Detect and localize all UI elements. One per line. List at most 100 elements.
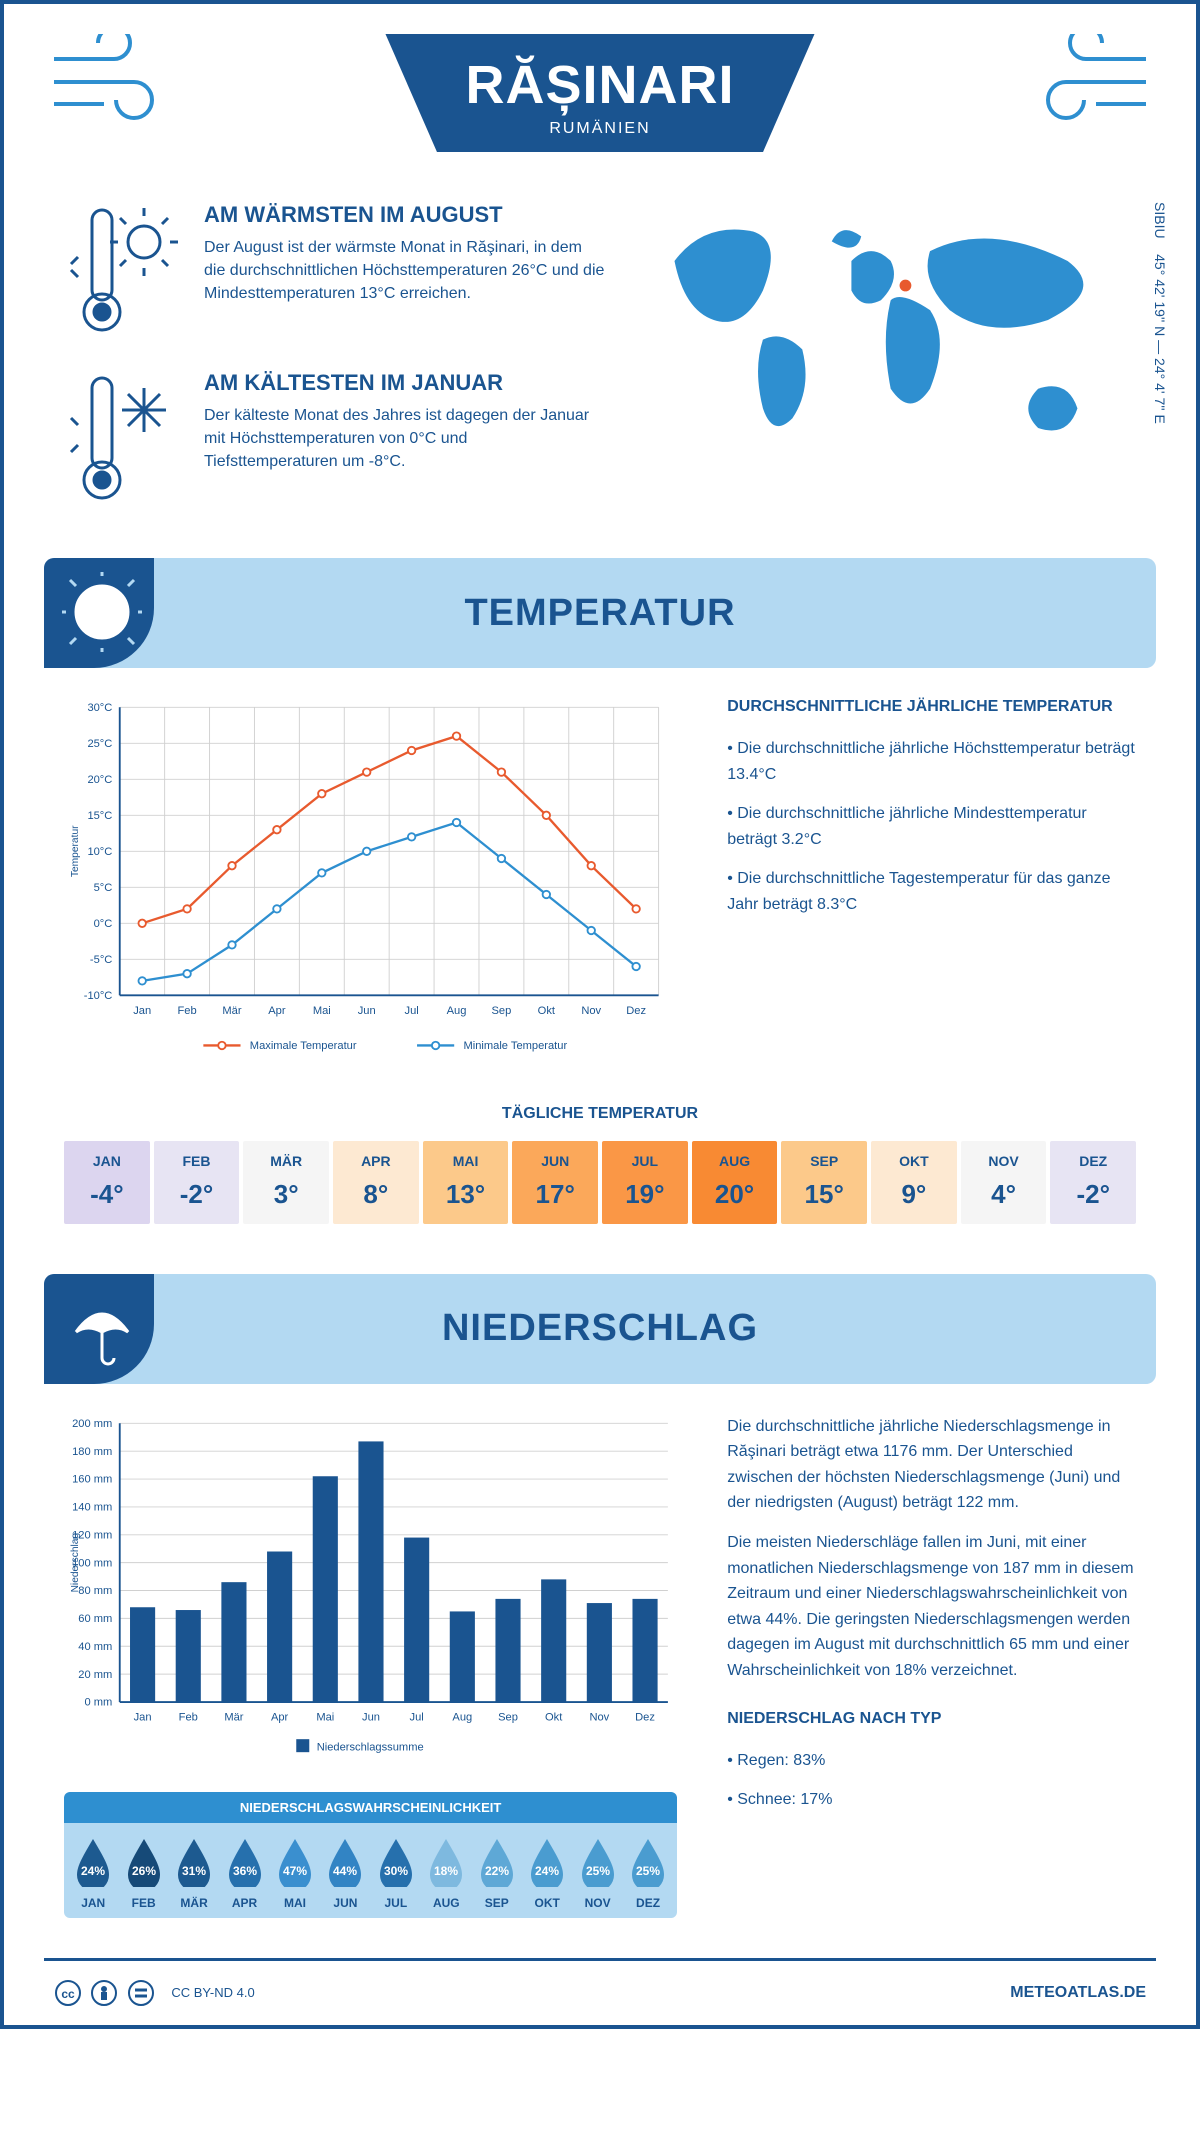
svg-text:180 mm: 180 mm <box>72 1446 112 1458</box>
daily-cell: OKT9° <box>871 1141 957 1224</box>
license-text: CC BY-ND 4.0 <box>171 1985 254 2000</box>
svg-text:-10°C: -10°C <box>84 990 113 1002</box>
svg-text:5°C: 5°C <box>94 882 113 894</box>
region-label: SIBIU <box>1152 202 1168 239</box>
svg-text:Jun: Jun <box>358 1005 376 1017</box>
location-title: RĂȘINARI <box>465 54 734 116</box>
title-banner: RĂȘINARI RUMÄNIEN <box>385 34 814 152</box>
temp-section-title: TEMPERATUR <box>464 592 735 635</box>
temp-side-title: DURCHSCHNITTLICHE JÄHRLICHE TEMPERATUR <box>727 698 1136 716</box>
warm-title: AM WÄRMSTEN IM AUGUST <box>204 202 605 228</box>
svg-text:Aug: Aug <box>447 1005 467 1017</box>
svg-text:80 mm: 80 mm <box>78 1585 112 1597</box>
svg-text:Aug: Aug <box>452 1711 472 1723</box>
daily-cell: DEZ-2° <box>1050 1141 1136 1224</box>
svg-text:24%: 24% <box>535 1864 559 1878</box>
daily-cell: JUN17° <box>512 1141 598 1224</box>
svg-text:Jan: Jan <box>134 1711 152 1723</box>
svg-text:22%: 22% <box>485 1864 509 1878</box>
daily-cell: MAI13° <box>423 1141 509 1224</box>
svg-text:36%: 36% <box>233 1864 257 1878</box>
daily-cell: SEP15° <box>781 1141 867 1224</box>
svg-text:200 mm: 200 mm <box>72 1418 112 1430</box>
precip-text-2: Die meisten Niederschläge fallen im Juni… <box>727 1530 1136 1684</box>
svg-text:Minimale Temperatur: Minimale Temperatur <box>463 1040 567 1052</box>
by-icon <box>90 1979 118 2007</box>
precip-section-title: NIEDERSCHLAG <box>442 1307 758 1350</box>
daily-cell: FEB-2° <box>154 1141 240 1224</box>
daily-cell: JUL19° <box>602 1141 688 1224</box>
temp-bullet-0: • Die durchschnittliche jährliche Höchst… <box>727 736 1136 787</box>
cold-fact: AM KÄLTESTEN IM JANUAR Der kälteste Mona… <box>64 370 605 510</box>
svg-text:Jul: Jul <box>405 1005 419 1017</box>
svg-text:Temperatur: Temperatur <box>70 825 81 877</box>
daily-cell: MÄR3° <box>243 1141 329 1224</box>
svg-text:10°C: 10°C <box>87 846 112 858</box>
svg-text:Mai: Mai <box>316 1711 334 1723</box>
svg-text:18%: 18% <box>434 1864 458 1878</box>
svg-text:Sep: Sep <box>498 1711 518 1723</box>
thermometer-hot-icon <box>64 202 184 342</box>
daily-cell: APR8° <box>333 1141 419 1224</box>
wind-icon-right <box>1026 34 1156 124</box>
svg-text:Okt: Okt <box>545 1711 563 1723</box>
world-map: SIBIU 45° 42' 19'' N — 24° 4' 7'' E <box>645 202 1136 538</box>
prob-cell: 47% MAI <box>272 1837 318 1910</box>
svg-text:Feb: Feb <box>178 1005 197 1017</box>
prob-cell: 26% FEB <box>120 1837 166 1910</box>
footer-brand: METEOATLAS.DE <box>1010 1984 1146 2002</box>
prob-cell: 36% APR <box>221 1837 267 1910</box>
header: RĂȘINARI RUMÄNIEN <box>4 4 1196 172</box>
precip-type-snow: • Schnee: 17% <box>727 1787 1136 1813</box>
prob-cell: 31% MÄR <box>171 1837 217 1910</box>
svg-text:20°C: 20°C <box>87 774 112 786</box>
svg-text:Apr: Apr <box>271 1711 289 1723</box>
svg-text:Mär: Mär <box>224 1711 243 1723</box>
svg-text:30°C: 30°C <box>87 702 112 714</box>
svg-text:Feb: Feb <box>179 1711 198 1723</box>
svg-text:Sep: Sep <box>492 1005 512 1017</box>
svg-text:15°C: 15°C <box>87 810 112 822</box>
prob-cell: 44% JUN <box>322 1837 368 1910</box>
warm-fact: AM WÄRMSTEN IM AUGUST Der August ist der… <box>64 202 605 342</box>
sun-icon <box>62 572 142 652</box>
wind-icon-left <box>44 34 174 124</box>
svg-text:Apr: Apr <box>268 1005 286 1017</box>
prob-cell: 18% AUG <box>423 1837 469 1910</box>
svg-text:Niederschlag: Niederschlag <box>70 1532 81 1592</box>
svg-text:44%: 44% <box>333 1864 357 1878</box>
thermometer-cold-icon <box>64 370 184 510</box>
prob-cell: 30% JUL <box>373 1837 419 1910</box>
svg-text:Mär: Mär <box>222 1005 241 1017</box>
daily-cell: AUG20° <box>692 1141 778 1224</box>
umbrella-icon <box>62 1288 142 1368</box>
temp-section-header: TEMPERATUR <box>44 558 1156 668</box>
prob-title: NIEDERSCHLAGSWAHRSCHEINLICHKEIT <box>64 1792 677 1823</box>
svg-text:cc: cc <box>61 1987 75 2001</box>
svg-text:140 mm: 140 mm <box>72 1501 112 1513</box>
svg-text:Nov: Nov <box>581 1005 601 1017</box>
svg-text:-5°C: -5°C <box>90 954 112 966</box>
svg-text:Jun: Jun <box>362 1711 380 1723</box>
svg-text:25°C: 25°C <box>87 738 112 750</box>
svg-text:25%: 25% <box>586 1864 610 1878</box>
svg-text:60 mm: 60 mm <box>78 1613 112 1625</box>
precip-section-header: NIEDERSCHLAG <box>44 1274 1156 1384</box>
prob-cell: 25% NOV <box>574 1837 620 1910</box>
svg-text:30%: 30% <box>384 1864 408 1878</box>
cc-icon: cc <box>54 1979 82 2007</box>
location-subtitle: RUMÄNIEN <box>465 120 734 138</box>
svg-text:47%: 47% <box>283 1864 307 1878</box>
precipitation-bar-chart: 0 mm20 mm40 mm60 mm80 mm100 mm120 mm140 … <box>64 1414 677 1772</box>
license-block: cc CC BY-ND 4.0 <box>54 1979 255 2007</box>
warm-text: Der August ist der wärmste Monat in Răşi… <box>204 236 605 306</box>
temp-bullet-1: • Die durchschnittliche jährliche Mindes… <box>727 801 1136 852</box>
cold-title: AM KÄLTESTEN IM JANUAR <box>204 370 605 396</box>
precip-type-title: NIEDERSCHLAG NACH TYP <box>727 1710 1136 1728</box>
svg-text:Maximale Temperatur: Maximale Temperatur <box>250 1040 357 1052</box>
svg-text:40 mm: 40 mm <box>78 1641 112 1653</box>
daily-title: TÄGLICHE TEMPERATUR <box>64 1105 1136 1123</box>
svg-text:Dez: Dez <box>626 1005 646 1017</box>
footer: cc CC BY-ND 4.0 METEOATLAS.DE <box>44 1958 1156 2025</box>
svg-text:0 mm: 0 mm <box>84 1696 112 1708</box>
